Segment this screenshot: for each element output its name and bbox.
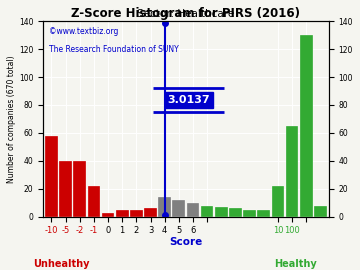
Bar [102,212,114,217]
Bar [300,35,312,217]
Bar [257,210,270,217]
Text: 3.0137: 3.0137 [167,95,210,105]
Bar [201,205,213,217]
Bar [144,208,157,217]
Bar [45,136,58,217]
Title: Z-Score Histogram for PIRS (2016): Z-Score Histogram for PIRS (2016) [71,7,300,20]
Bar [130,210,143,217]
Text: ©www.textbiz.org: ©www.textbiz.org [49,27,118,36]
Bar [59,161,72,217]
Bar [158,197,171,217]
X-axis label: Score: Score [169,237,203,247]
Y-axis label: Number of companies (670 total): Number of companies (670 total) [7,55,16,183]
Bar [73,161,86,217]
Bar [271,186,284,217]
Text: Sector: Healthcare: Sector: Healthcare [137,9,234,19]
Bar [215,207,228,217]
Bar [87,186,100,217]
Text: Healthy: Healthy [274,259,316,269]
Text: The Research Foundation of SUNY: The Research Foundation of SUNY [49,45,179,53]
Bar [172,200,185,217]
Bar [314,205,327,217]
Bar [286,126,298,217]
Bar [229,208,242,217]
Bar [186,203,199,217]
Text: Unhealthy: Unhealthy [33,259,89,269]
Bar [116,210,129,217]
Bar [243,210,256,217]
